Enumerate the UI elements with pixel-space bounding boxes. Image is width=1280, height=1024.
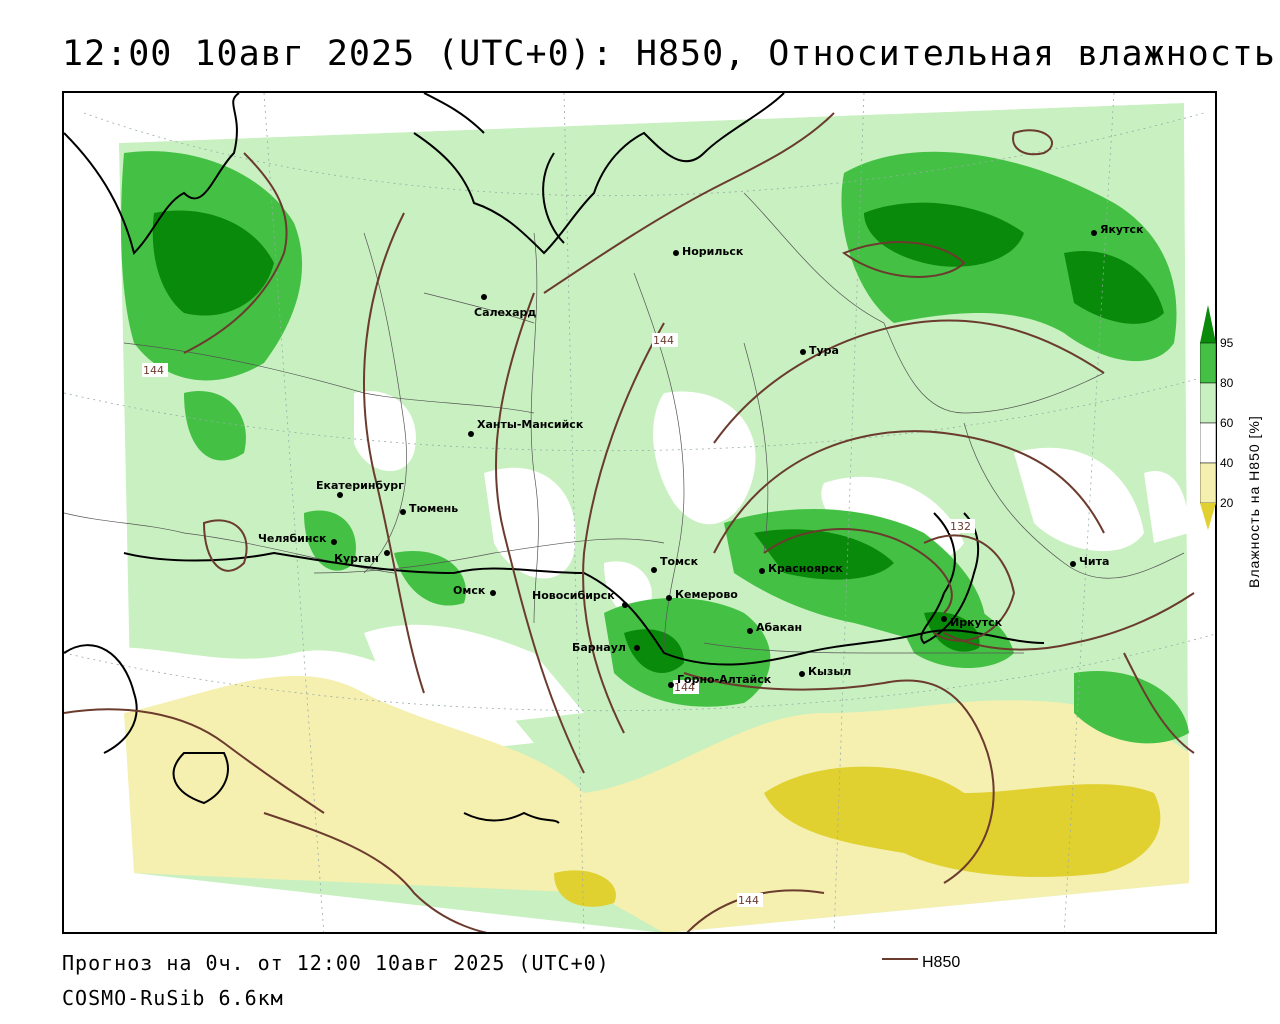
svg-text:Чита: Чита — [1079, 555, 1109, 568]
svg-text:Красноярск: Красноярск — [768, 562, 843, 575]
h850-legend-label: H850 — [922, 954, 961, 971]
city-gorno-altaysk: Горно-Алтайск — [668, 673, 772, 688]
city-omsk: Омск — [453, 584, 496, 597]
isoline-label-144-west: 144 — [143, 364, 164, 377]
svg-text:Курган: Курган — [334, 552, 379, 565]
h850-isolines — [64, 112, 1195, 932]
svg-text:Ханты-Мансийск: Ханты-Мансийск — [477, 418, 584, 431]
colorbar-band-80 — [1199, 342, 1217, 384]
svg-text:Норильск: Норильск — [682, 245, 744, 258]
city-tyumen: Тюмень — [400, 502, 458, 515]
colorbar-top-triangle — [1200, 305, 1216, 343]
city-irkutsk: Иркутск — [941, 616, 1003, 629]
model-name: COSMO-RuSib 6.6км — [62, 986, 284, 1010]
city-chelyabinsk: Челябинск — [258, 532, 337, 545]
svg-text:Новосибирск: Новосибирск — [532, 589, 615, 602]
svg-text:Томск: Томск — [660, 555, 699, 568]
forecast-info: Прогноз на 0ч. от 12:00 10авг 2025 (UTC+… — [62, 951, 610, 975]
city-khanty-mansiysk: Ханты-Мансийск — [468, 418, 584, 437]
city-norilsk: Норильск — [673, 245, 744, 258]
svg-text:Тура: Тура — [809, 344, 839, 357]
svg-text:Тюмень: Тюмень — [409, 502, 458, 515]
city-chita: Чита — [1070, 555, 1109, 568]
colorbar-tick-60: 60 — [1220, 416, 1234, 430]
isoline-label-132: 132 — [950, 520, 971, 533]
colorbar-band-40 — [1199, 422, 1217, 464]
humidity-colorbar: 95 80 60 40 20 — [1199, 305, 1246, 539]
svg-text:Челябинск: Челябинск — [258, 532, 327, 545]
graticule — [64, 93, 1215, 932]
city-salekhard: Салехард — [474, 294, 536, 319]
svg-text:Абакан: Абакан — [756, 621, 802, 634]
svg-text:Горно-Алтайск: Горно-Алтайск — [677, 673, 772, 686]
city-abakan: Абакан — [747, 621, 802, 634]
city-barnaul: Барнаул — [572, 641, 640, 654]
isoline-labels: 144 144 132 144 144 — [142, 333, 975, 907]
city-yekaterinburg: Екатеринбург — [316, 479, 404, 498]
colorbar-title: Влажность на H850 [%] — [1246, 415, 1262, 588]
city-tomsk: Томск — [651, 555, 699, 573]
city-tura: Тура — [800, 344, 839, 357]
colorbar-tick-95: 95 — [1220, 336, 1234, 350]
h850-legend-line — [882, 958, 918, 960]
city-krasnoyarsk: Красноярск — [759, 562, 843, 575]
svg-text:Салехард: Салехард — [474, 306, 536, 319]
city-markers: Норильск Якутск Салехард Тура Ханты-Манс… — [258, 223, 1144, 688]
isoline-label-144-south: 144 — [674, 681, 695, 694]
colorbar-band-20 — [1199, 462, 1217, 504]
svg-text:Екатеринбург: Екатеринбург — [316, 479, 404, 492]
humidity-map: 144 144 132 144 144 Норильск Якутск Сале… — [62, 91, 1217, 934]
colorbar-tick-40: 40 — [1220, 456, 1234, 470]
city-kyzyl: Кызыл — [799, 665, 851, 678]
svg-text:Кызыл: Кызыл — [808, 665, 851, 678]
colorbar-tick-80: 80 — [1220, 376, 1234, 390]
svg-text:Омск: Омск — [453, 584, 486, 597]
city-novosibirsk: Новосибирск — [532, 589, 628, 608]
colorbar-bottom-triangle — [1200, 503, 1216, 530]
coastlines-borders — [64, 93, 1045, 824]
map-title: 12:00 10авг 2025 (UTC+0): H850, Относите… — [62, 34, 1276, 74]
colorbar-band-60 — [1199, 382, 1217, 424]
colorbar-tick-20: 20 — [1220, 496, 1234, 510]
svg-text:Якутск: Якутск — [1100, 223, 1144, 236]
isoline-label-144-north: 144 — [653, 334, 674, 347]
city-kurgan: Курган — [334, 550, 390, 565]
city-kemerovo: Кемерово — [666, 588, 738, 601]
city-yakutsk: Якутск — [1091, 223, 1144, 236]
svg-text:Иркутск: Иркутск — [950, 616, 1003, 629]
svg-text:Кемерово: Кемерово — [675, 588, 738, 601]
svg-text:Барнаул: Барнаул — [572, 641, 626, 654]
humidity-field — [64, 93, 1215, 932]
isoline-label-144-bottom: 144 — [738, 894, 759, 907]
